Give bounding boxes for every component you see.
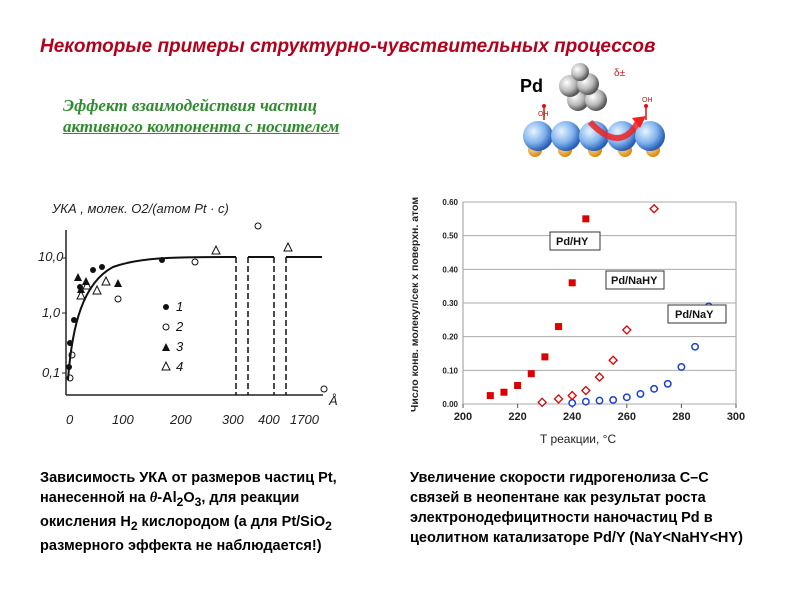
data-point-pd-nahy <box>621 325 632 335</box>
right-chart-ylabel: Число конв. молекул/сек х поверхн. атом <box>409 197 421 412</box>
subtitle-line-1: Эффект взаимодействия частиц <box>63 96 318 115</box>
data-point-pd-nahy <box>567 390 578 401</box>
data-point-pd-nay <box>650 384 659 393</box>
x-tick-label: 260 <box>618 411 636 423</box>
data-point-pd-hy <box>568 279 576 287</box>
oh-right-label: OH <box>642 97 653 104</box>
right-chart-xlabel: T реакции, °C <box>540 432 616 446</box>
caption-left: Зависимость УКА от размеров частиц Pt, н… <box>40 468 400 556</box>
data-point-pd-hy <box>527 370 535 378</box>
left-xtick-100: 100 <box>112 412 134 427</box>
left-chart-legend: 1 2 3 4 <box>161 299 184 374</box>
left-ytick-10: 10,0 <box>38 249 64 264</box>
slide-subtitle: Эффект взаимодействия частиц активного к… <box>63 95 339 137</box>
data-point-pd-hy <box>582 215 590 223</box>
x-tick-label: 220 <box>508 411 526 423</box>
legend-4: 4 <box>176 359 183 374</box>
y-tick-label: 0.20 <box>442 333 458 342</box>
caption-left-line-3: окисления H2 кислородом (а для Pt/SiO2 <box>40 513 332 533</box>
data-point-pd-nahy <box>608 355 619 366</box>
data-point-pd-hy <box>555 323 563 331</box>
left-xtick-0: 0 <box>66 412 74 427</box>
caption-left-line-2: нанесенной на θ-Al2O3, для реакции <box>40 490 300 509</box>
x-tick-label: 280 <box>672 411 690 423</box>
data-point-pd-nay <box>568 399 577 407</box>
left-xtick-300: 300 <box>222 412 244 427</box>
caption-left-line-4: размерного эффекта не наблюдается!) <box>40 537 322 554</box>
data-point-pd-nay <box>622 393 631 402</box>
label-pd-hy: Pd/HY <box>549 231 601 251</box>
data-point-pd-nay <box>609 396 618 404</box>
y-tick-label: 0.40 <box>442 265 458 274</box>
x-tick-label: 240 <box>563 411 581 423</box>
left-ytick-1: 1,0 <box>42 305 61 320</box>
data-point-pd-nahy <box>537 397 548 408</box>
pd-cluster <box>559 63 607 111</box>
data-point-pd-nahy <box>553 394 564 404</box>
data-point-pd-hy <box>500 388 508 396</box>
label-pd-nahy: Pd/NaHY <box>605 270 665 290</box>
caption-right-line-1: Увеличение скорости гидрогенолиза С–С <box>410 470 709 486</box>
label-pd-nay: Pd/NaY <box>667 304 727 324</box>
right-chart: 0.00 0.10 0.20 0.30 0.40 0.50 0.60 200 220 240 26… <box>409 197 745 446</box>
left-xtick-200: 200 <box>169 412 192 427</box>
x-tick-labels: 200 220 240 260 280 300 <box>454 411 745 423</box>
caption-right: Увеличение скорости гидрогенолиза С–С св… <box>410 468 790 548</box>
left-x-unit: Å <box>328 393 338 408</box>
left-xtick-400: 400 <box>258 412 280 427</box>
legend-1: 1 <box>176 299 183 314</box>
left-chart-ylabel: УКА , молек. O2/(атом Pt · c) <box>51 201 229 216</box>
y-tick-label: 0.10 <box>442 366 458 375</box>
y-tick-label: 0.30 <box>442 299 458 308</box>
series-label-pd-nay: Pd/NaY <box>675 309 714 321</box>
caption-left-line-1: Зависимость УКА от размеров частиц Pt, <box>40 470 337 486</box>
legend-3: 3 <box>176 339 184 354</box>
legend-2: 2 <box>175 319 184 334</box>
caption-right-line-3: электронодефицитности наночастиц Pd в <box>410 510 713 526</box>
data-point-pd-nay <box>677 363 686 371</box>
data-point-pd-nay <box>581 397 590 406</box>
caption-right-line-4: цеолитном катализаторе Pd/Y (NaY<NaHY<HY… <box>410 530 743 546</box>
y-tick-label: 0.50 <box>442 232 458 241</box>
left-ytick-01: 0,1 <box>42 365 60 380</box>
data-points <box>486 203 713 408</box>
caption-right-line-2: связей в неопентане как результат роста <box>410 490 706 506</box>
series-label-pd-hy: Pd/HY <box>556 236 589 248</box>
left-fit-curve <box>67 256 229 381</box>
data-point-pd-nay <box>636 389 645 398</box>
oh-left-label: OH <box>538 111 549 118</box>
slide-title: Некоторые примеры структурно-чувствитель… <box>40 36 656 57</box>
data-point-pd-nay <box>691 342 699 351</box>
y-tick-labels: 0.00 0.10 0.20 0.30 0.40 0.50 0.60 <box>442 198 458 409</box>
data-point-pd-nahy <box>649 203 660 214</box>
y-tick-label: 0.60 <box>442 198 458 207</box>
data-point-pd-hy <box>514 381 522 389</box>
left-chart: УКА , молек. O2/(атом Pt · c) 10,0 1,0 0… <box>38 201 338 427</box>
charge-label: δ± <box>614 68 626 79</box>
x-tick-label: 300 <box>727 411 745 423</box>
pd-label: Pd <box>520 76 543 96</box>
y-tick-label: 0.00 <box>442 400 458 409</box>
subtitle-line-2: активного компонента с носителем <box>63 117 340 136</box>
arrow-icon <box>587 119 641 141</box>
x-tick-label: 200 <box>454 411 472 423</box>
data-point-pd-hy <box>486 392 494 400</box>
data-point-pd-nahy <box>580 385 591 396</box>
data-point-pd-hy <box>541 353 549 361</box>
data-point-pd-nay <box>663 379 672 388</box>
data-point-pd-nahy <box>594 372 605 382</box>
series-label-pd-nahy: Pd/NaHY <box>611 275 658 287</box>
pd-support-illustration: OH OH Pd δ± <box>520 63 665 157</box>
data-point-pd-nay <box>595 396 604 405</box>
left-xtick-1700: 1700 <box>290 412 320 427</box>
left-chart-markers <box>66 222 328 393</box>
